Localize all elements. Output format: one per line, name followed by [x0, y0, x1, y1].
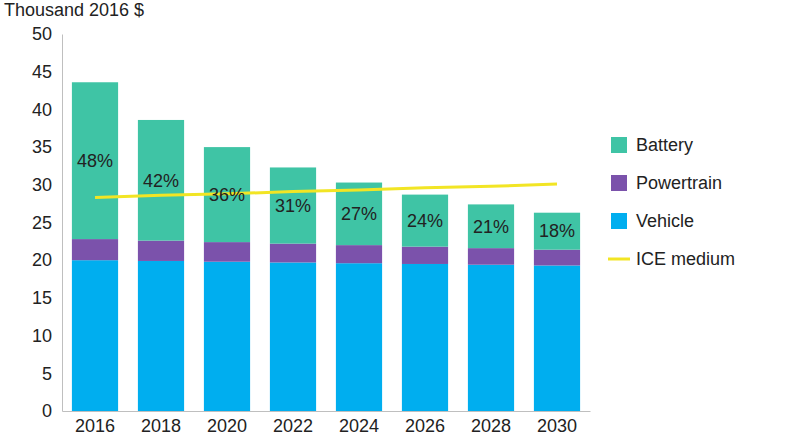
bar-segment: [72, 82, 118, 239]
y-tick: 45: [32, 62, 62, 82]
x-tick: 2028: [471, 411, 511, 436]
x-tick-label: 2026: [405, 416, 445, 436]
y-axis-title: Thousand 2016 $: [4, 0, 144, 20]
legend-swatch: [611, 137, 627, 153]
legend-swatch: [608, 258, 630, 261]
bar-segment: [204, 242, 250, 262]
x-tick-label: 2022: [273, 416, 313, 436]
y-axis: 0 5 10 15 20 25 30 35 40 45 50: [32, 24, 63, 421]
y-axis-line: [62, 35, 63, 412]
x-tick: 2026: [405, 411, 445, 436]
share-label: 36%: [209, 185, 245, 205]
legend-item: Vehicle: [611, 211, 694, 231]
bar-segment: [270, 262, 316, 411]
share-labels: 48% 42% 36% 31% 27% 24% 21% 18%: [77, 151, 575, 241]
y-tick: 10: [32, 326, 62, 346]
plot-area: 0 5 10 15 20 25 30 35 40 45 50 2016 2018 2020 2022 2024…: [32, 24, 591, 436]
legend-label: ICE medium: [636, 249, 735, 269]
bar-segment: [270, 167, 316, 243]
share-label: 27%: [341, 204, 377, 224]
y-tick-label: 0: [42, 401, 52, 421]
y-tick-label: 40: [32, 100, 52, 120]
share-label: 21%: [473, 217, 509, 237]
x-tick: 2018: [141, 411, 181, 436]
x-axis-line: [63, 411, 591, 412]
x-tick-label: 2028: [471, 416, 511, 436]
y-tick-label: 45: [32, 62, 52, 82]
y-tick-label: 25: [32, 213, 52, 233]
y-tick-label: 50: [32, 24, 52, 44]
y-tick: 25: [32, 213, 62, 233]
bar-segment: [204, 147, 250, 242]
legend-swatch: [611, 175, 627, 191]
bar-segment: [534, 213, 580, 250]
share-label: 18%: [539, 221, 575, 241]
y-tick-label: 10: [32, 326, 52, 346]
y-tick: 35: [32, 137, 62, 157]
bar-segment: [204, 262, 250, 411]
x-tick-label: 2016: [75, 416, 115, 436]
bar-segment: [468, 265, 514, 411]
y-tick: 5: [42, 364, 62, 384]
legend: Battery Powertrain Vehicle ICE medium: [608, 135, 735, 269]
legend-label: Powertrain: [636, 173, 722, 193]
bar-segment: [336, 245, 382, 263]
bar-segment: [336, 263, 382, 411]
y-tick: 30: [32, 175, 62, 195]
bar-segment: [534, 265, 580, 411]
bar-segment: [72, 260, 118, 411]
bar-segment: [468, 248, 514, 265]
bar-segment: [468, 204, 514, 248]
legend-swatch: [611, 213, 627, 229]
x-tick-label: 2018: [141, 416, 181, 436]
y-tick-label: 15: [32, 288, 52, 308]
bar-segment: [402, 195, 448, 247]
x-tick-label: 2030: [537, 416, 577, 436]
x-tick-label: 2020: [207, 416, 247, 436]
y-tick-label: 35: [32, 137, 52, 157]
y-tick: 40: [32, 100, 62, 120]
x-tick: 2020: [207, 411, 247, 436]
y-tick: 15: [32, 288, 62, 308]
y-tick-label: 5: [42, 364, 52, 384]
bar-segment: [72, 239, 118, 260]
x-tick: 2030: [537, 411, 577, 436]
share-label: 48%: [77, 151, 113, 171]
legend-item: Battery: [611, 135, 693, 155]
legend-label: Battery: [636, 135, 693, 155]
y-tick-label: 30: [32, 175, 52, 195]
marks: [72, 82, 580, 411]
bar-segment: [138, 120, 184, 241]
x-tick-label: 2024: [339, 416, 379, 436]
share-label: 31%: [275, 196, 311, 216]
bar-segment: [402, 247, 448, 264]
x-tick: 2016: [75, 411, 115, 436]
legend-item: Powertrain: [611, 173, 722, 193]
y-tick-label: 20: [32, 250, 52, 270]
y-tick: 20: [32, 250, 62, 270]
share-label: 24%: [407, 211, 443, 231]
legend-label: Vehicle: [636, 211, 694, 231]
bar-segment: [534, 250, 580, 266]
chart: 0 5 10 15 20 25 30 35 40 45 50 2016 2018 2020 2022 2024…: [0, 0, 800, 445]
y-tick: 50: [32, 24, 62, 44]
bar-segment: [138, 241, 184, 261]
y-tick: 0: [42, 401, 62, 421]
bar-segment: [138, 261, 184, 411]
share-label: 42%: [143, 171, 179, 191]
x-tick: 2022: [273, 411, 313, 436]
x-axis: 2016 2018 2020 2022 2024 2026 2028 2030: [63, 411, 591, 436]
bar-segment: [270, 244, 316, 263]
bar-segment: [402, 264, 448, 411]
legend-item: ICE medium: [608, 249, 735, 269]
x-tick: 2024: [339, 411, 379, 436]
